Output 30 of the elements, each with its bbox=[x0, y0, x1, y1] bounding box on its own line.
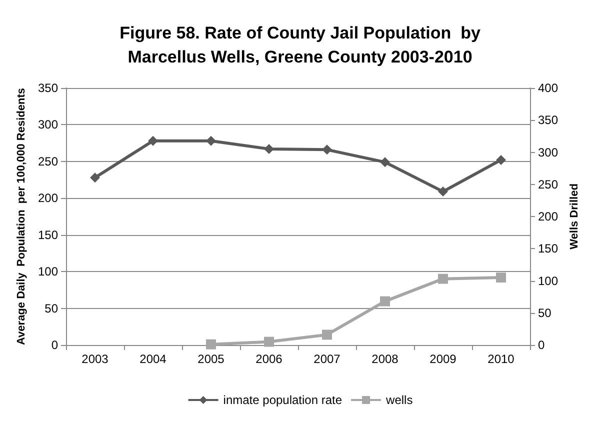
y-tick-label: 0 bbox=[51, 338, 58, 352]
x-tick-label: 2008 bbox=[372, 352, 399, 366]
y2-tick-label: 100 bbox=[538, 274, 558, 288]
y2-tick-label: 300 bbox=[538, 145, 558, 160]
x-tick-label: 2006 bbox=[256, 352, 283, 366]
y-axis-title: Average Daily Population per 100,000 Residents bbox=[16, 88, 28, 345]
y2-tick-label: 250 bbox=[538, 177, 558, 192]
legend-label: inmate population rate bbox=[223, 393, 342, 407]
y-tick-label: 300 bbox=[38, 118, 58, 132]
x-tick-label: 2009 bbox=[430, 352, 457, 366]
y-tick-label: 200 bbox=[38, 191, 58, 206]
y-tick-label: 100 bbox=[38, 264, 58, 279]
y-tick-label: 50 bbox=[44, 301, 58, 316]
x-tick-label: 2007 bbox=[314, 352, 341, 366]
chart-title: Figure 58. Rate of County Jail Population by Marcellus Wells, Greene County 2003-2010 bbox=[120, 24, 481, 66]
y2-tick-label: 350 bbox=[538, 113, 558, 128]
y2-axis-title: Wells Drilled bbox=[568, 184, 580, 250]
y2-tick-label: 400 bbox=[538, 81, 558, 95]
y-tick-label: 250 bbox=[38, 154, 58, 168]
x-tick-label: 2010 bbox=[488, 352, 515, 366]
x-tick-label: 2004 bbox=[140, 352, 167, 366]
y2-tick-label: 150 bbox=[538, 242, 558, 256]
x-tick-label: 2003 bbox=[82, 352, 109, 366]
y2-tick-label: 0 bbox=[538, 338, 545, 352]
y2-tick-label: 200 bbox=[538, 210, 558, 224]
y2-tick-label: 50 bbox=[538, 306, 552, 320]
legend-label: wells bbox=[385, 393, 413, 407]
y-tick-label: 350 bbox=[38, 81, 58, 95]
y-tick-label: 150 bbox=[38, 228, 58, 242]
x-tick-label: 2005 bbox=[198, 352, 225, 366]
